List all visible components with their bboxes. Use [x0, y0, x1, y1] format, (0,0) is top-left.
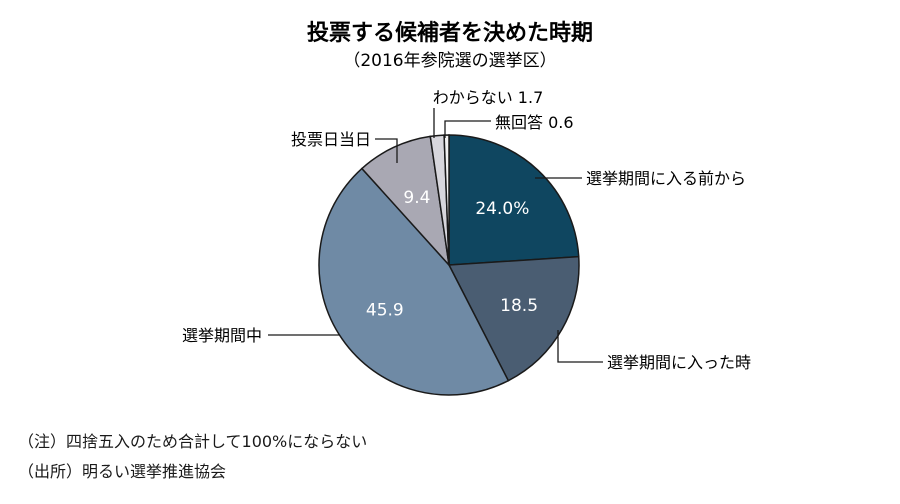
slice-category-label: 選挙期間に入った時: [607, 353, 751, 372]
slice-category-label: 無回答 0.6: [495, 113, 574, 132]
slice-category-label: 選挙期間に入る前から: [586, 169, 746, 188]
slice-value-label: 18.5: [500, 296, 538, 316]
slice-category-label: わからない 1.7: [433, 88, 544, 107]
slice-category-label: 投票日当日: [291, 130, 371, 149]
leader-line: [557, 330, 603, 363]
pie-slices: [318, 134, 580, 396]
pie-slice: [448, 134, 580, 266]
slice-value-label: 24.0%: [475, 199, 529, 219]
slice-labels: 24.0% 選挙期間に入る前から 18.5 選挙期間に入った時 45.9 選挙期間中 9.4…: [182, 88, 751, 372]
footnote: （注）四捨五入のため合計して100%にならない: [18, 432, 368, 451]
leader-line: [444, 120, 491, 138]
chart-subtitle: （2016年参院選の選挙区）: [343, 51, 556, 71]
pie-slice: [447, 255, 580, 382]
chart-title: 投票する候補者を決めた時期: [307, 20, 593, 46]
pie-slice: [318, 167, 510, 396]
leader-lines: [268, 108, 603, 363]
slice-value-label: 9.4: [403, 188, 430, 208]
pie-slice: [443, 134, 450, 266]
slice-category-label: 選挙期間中: [182, 326, 262, 345]
source-note: （出所）明るい選挙推進協会: [18, 462, 227, 481]
leader-line: [375, 138, 398, 163]
pie-slice: [360, 135, 451, 268]
pie-chart: 投票する候補者を決めた時期 （2016年参院選の選挙区） 24.0% 選挙期間に入…: [182, 20, 751, 396]
slice-value-label: 45.9: [366, 300, 404, 320]
